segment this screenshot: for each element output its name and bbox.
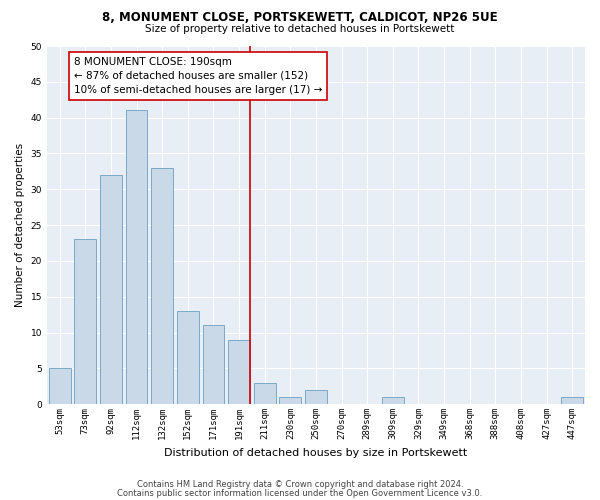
Bar [74, 240, 96, 404]
Bar [151, 168, 173, 404]
Bar [203, 326, 224, 404]
Bar [177, 311, 199, 404]
Bar [254, 382, 275, 404]
Text: Size of property relative to detached houses in Portskewett: Size of property relative to detached ho… [145, 24, 455, 34]
X-axis label: Distribution of detached houses by size in Portskewett: Distribution of detached houses by size … [164, 448, 467, 458]
Text: Contains public sector information licensed under the Open Government Licence v3: Contains public sector information licen… [118, 488, 482, 498]
Bar [49, 368, 71, 404]
Bar [100, 175, 122, 404]
Text: Contains HM Land Registry data © Crown copyright and database right 2024.: Contains HM Land Registry data © Crown c… [137, 480, 463, 489]
Bar [561, 397, 583, 404]
Bar [382, 397, 404, 404]
Bar [280, 397, 301, 404]
Text: 8, MONUMENT CLOSE, PORTSKEWETT, CALDICOT, NP26 5UE: 8, MONUMENT CLOSE, PORTSKEWETT, CALDICOT… [102, 11, 498, 24]
Bar [126, 110, 148, 404]
Text: 8 MONUMENT CLOSE: 190sqm
← 87% of detached houses are smaller (152)
10% of semi-: 8 MONUMENT CLOSE: 190sqm ← 87% of detach… [74, 56, 322, 94]
Bar [305, 390, 327, 404]
Y-axis label: Number of detached properties: Number of detached properties [15, 143, 25, 307]
Bar [228, 340, 250, 404]
